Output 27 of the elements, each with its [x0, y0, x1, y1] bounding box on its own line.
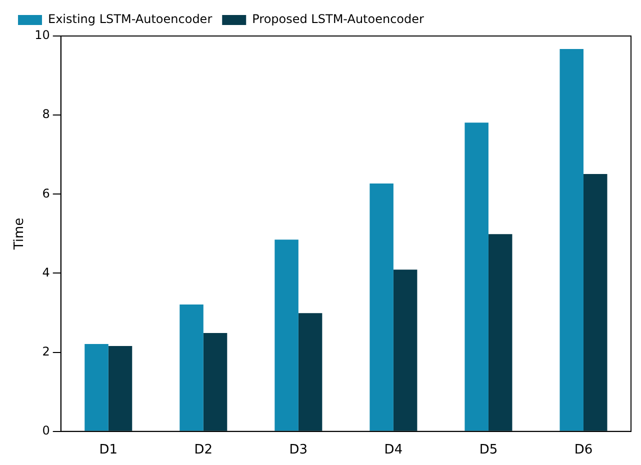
x-tick-label: D6: [574, 442, 593, 458]
y-tick-label: 8: [42, 107, 50, 122]
bar: [298, 313, 322, 431]
x-tick-label: D3: [289, 442, 308, 458]
y-tick-label: 10: [34, 28, 50, 42]
y-tick-label: 6: [42, 186, 50, 200]
x-tick-label: D2: [194, 442, 213, 458]
bar: [203, 332, 228, 431]
bar: [274, 240, 298, 431]
y-tick-label: 4: [42, 265, 50, 280]
bar: [180, 304, 204, 431]
bar: [488, 234, 512, 431]
bar: [393, 270, 418, 431]
legend-label: Existing LSTM-Autoencoder: [48, 12, 212, 26]
bar: [370, 183, 394, 431]
y-tick-label: 2: [42, 344, 50, 358]
bar: [583, 174, 608, 431]
x-tick-label: D1: [99, 442, 118, 458]
bar: [560, 49, 584, 431]
legend-label: Proposed LSTM-Autoencoder: [252, 12, 424, 26]
y-axis-title: Time: [12, 218, 28, 251]
x-tick-label: D4: [384, 442, 403, 458]
bar: [464, 122, 488, 431]
y-tick-label: 0: [42, 424, 50, 438]
x-tick-label: D5: [479, 442, 498, 458]
bar: [108, 346, 132, 431]
bar: [84, 344, 108, 431]
